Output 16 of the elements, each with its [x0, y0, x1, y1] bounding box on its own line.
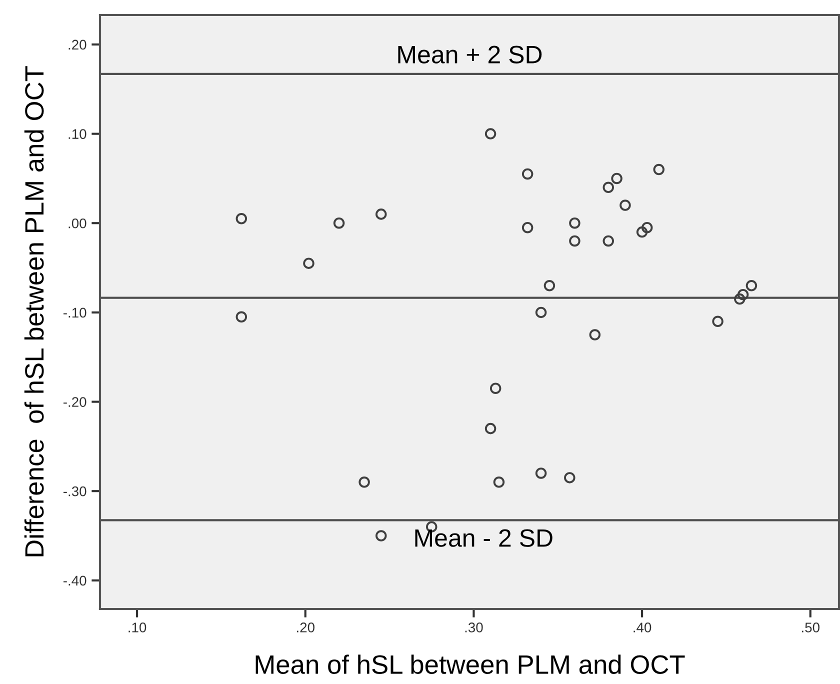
ref-line-label: Mean - 2 SD [415, 529, 552, 547]
y-tick-label: -.30 [63, 486, 86, 496]
y-tick-label: .00 [68, 218, 86, 228]
x-tick-label: .50 [802, 622, 820, 632]
y-tick-label: .10 [68, 129, 86, 139]
y-tick-label: .20 [68, 40, 86, 50]
y-tick-label: -.10 [63, 308, 86, 318]
x-tick-label: .30 [465, 622, 483, 632]
ref-line-label: Mean + 2 SD [398, 46, 542, 64]
x-tick-label: .20 [296, 622, 314, 632]
y-tick-label: -.20 [63, 397, 86, 407]
x-tick-label: .10 [128, 622, 146, 632]
x-tick-label: .40 [634, 622, 652, 632]
x-axis-title: Mean of hSL between PLM and OCT [256, 654, 685, 674]
y-tick-label: -.40 [63, 576, 86, 586]
y-axis-title: Difference of hSL between PLM and OCT [24, 66, 44, 556]
